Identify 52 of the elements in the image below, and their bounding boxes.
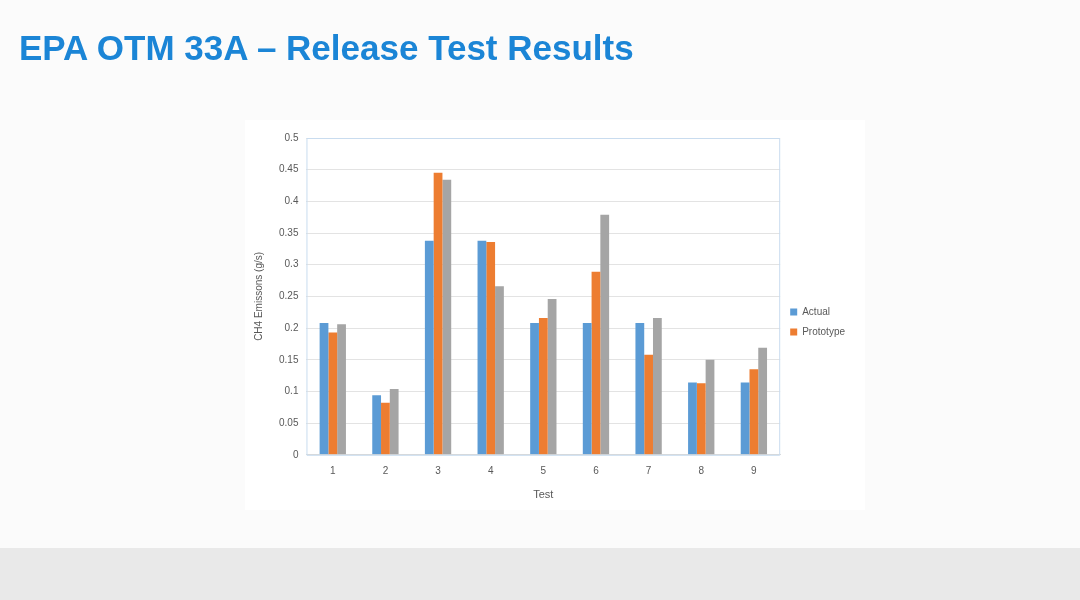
- y-tick-label: 0.45: [278, 163, 299, 175]
- x-tick-label: 6: [593, 464, 600, 476]
- chart-title: EPA OTM 33A – Release Test Results: [19, 28, 634, 68]
- x-tick-label: 4: [487, 464, 494, 476]
- bar: [328, 332, 338, 455]
- y-tick-label: 0.2: [284, 321, 299, 333]
- legend-label: Prototype: [802, 325, 846, 337]
- bar: [486, 241, 496, 455]
- bar: [337, 324, 346, 455]
- bar: [652, 317, 662, 455]
- bar: [372, 395, 382, 455]
- bar: [389, 388, 399, 455]
- bar: [600, 214, 610, 455]
- x-tick-label: 1: [330, 464, 336, 476]
- y-tick-label: 0.4: [284, 195, 299, 207]
- bar: [758, 347, 768, 455]
- bar: [688, 382, 697, 455]
- bar: [644, 354, 653, 455]
- y-tick-label: 0.05: [278, 416, 299, 428]
- bar: [696, 383, 706, 455]
- bar: [591, 271, 601, 455]
- y-tick-label: 0: [292, 448, 299, 460]
- bar: [582, 323, 592, 455]
- y-tick-label: 0.25: [278, 290, 299, 302]
- bar: [530, 323, 539, 455]
- bar: [381, 402, 390, 455]
- x-tick-label: 7: [645, 464, 652, 476]
- y-tick-label: 0.5: [284, 131, 299, 143]
- x-tick-label: 5: [540, 464, 547, 476]
- x-axis-title: Test: [533, 488, 554, 501]
- bar: [635, 323, 645, 455]
- y-axis-title: CH4 Emissons (g/s): [252, 251, 264, 341]
- y-tick-label: 0.15: [278, 353, 299, 365]
- bar: [705, 359, 715, 455]
- x-tick-label: 3: [435, 464, 442, 476]
- y-tick-label: 0.3: [284, 258, 299, 270]
- x-tick-label: 9: [751, 464, 758, 476]
- x-tick-label: 2: [382, 464, 389, 476]
- bar: [424, 240, 434, 455]
- bar: [749, 369, 759, 455]
- bar: [477, 240, 487, 455]
- bar: [433, 172, 443, 455]
- x-tick-label: 8: [698, 464, 705, 476]
- y-tick-label: 0.35: [278, 226, 299, 238]
- bar: [442, 179, 452, 455]
- bar: [538, 317, 548, 455]
- bar: [319, 323, 329, 455]
- legend-label: Actual: [802, 305, 830, 317]
- bar: [495, 286, 504, 455]
- bar: [547, 298, 557, 455]
- y-tick-label: 0.1: [284, 385, 299, 397]
- bar: [740, 382, 750, 455]
